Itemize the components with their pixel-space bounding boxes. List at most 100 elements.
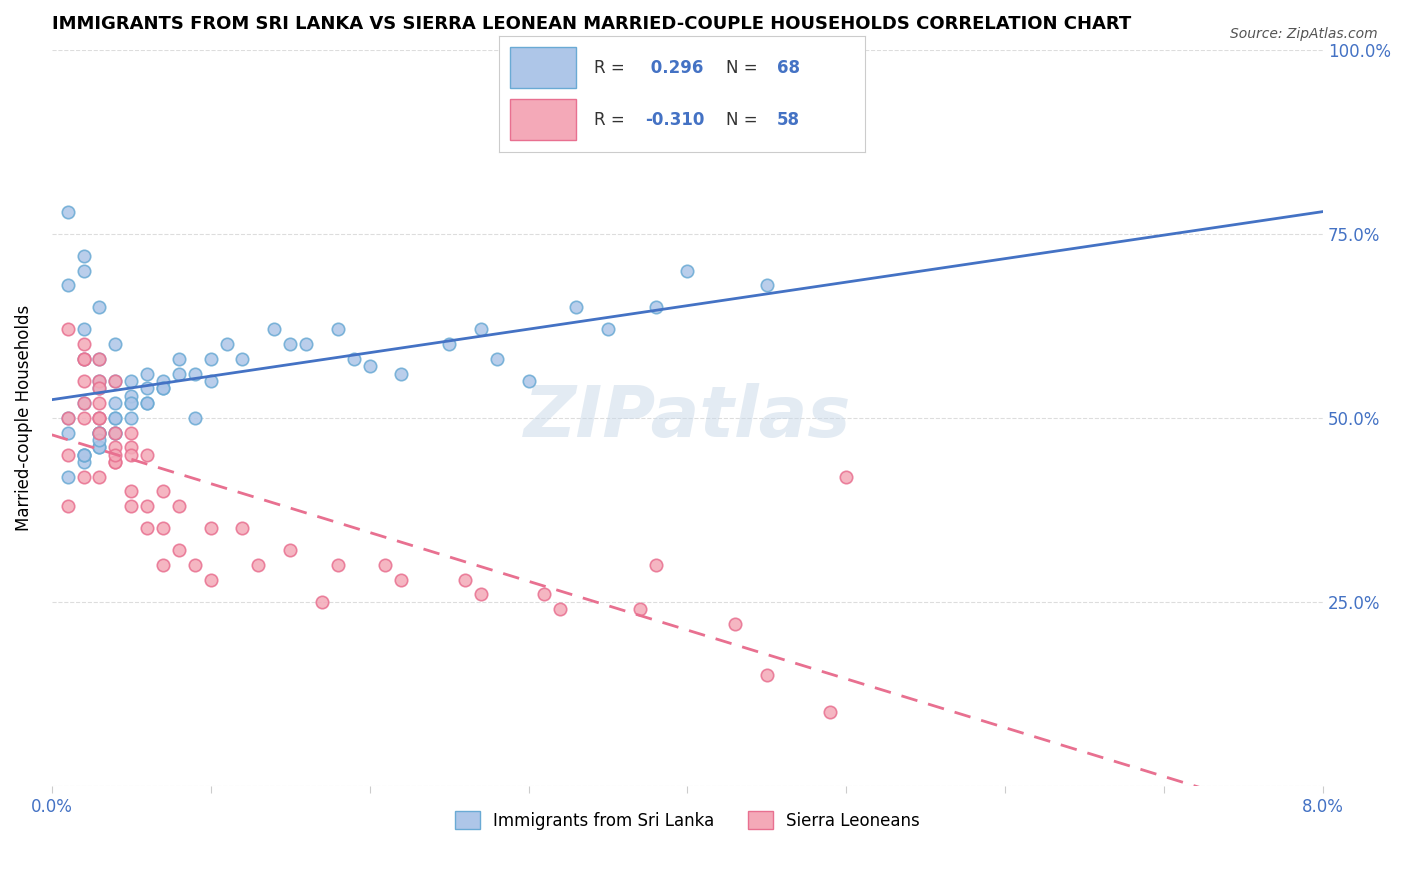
Point <box>89 381 111 395</box>
Text: Source: ZipAtlas.com: Source: ZipAtlas.com <box>1230 27 1378 41</box>
Point <box>136 521 159 535</box>
Point <box>326 558 349 572</box>
Point <box>72 448 94 462</box>
Y-axis label: Married-couple Households: Married-couple Households <box>15 305 32 531</box>
Point <box>136 367 159 381</box>
Point <box>167 499 190 513</box>
Point <box>120 440 142 454</box>
Point <box>72 249 94 263</box>
Point <box>89 396 111 410</box>
Point <box>72 455 94 469</box>
Point <box>200 374 222 388</box>
Point <box>136 381 159 395</box>
Point <box>56 410 79 425</box>
Point <box>454 573 477 587</box>
Point <box>72 374 94 388</box>
Point <box>136 396 159 410</box>
Point <box>120 396 142 410</box>
Point <box>326 322 349 336</box>
Point <box>72 351 94 366</box>
Point <box>676 263 699 277</box>
Point <box>89 374 111 388</box>
Point <box>56 499 79 513</box>
Point <box>56 322 79 336</box>
Point <box>89 410 111 425</box>
Point <box>596 322 619 336</box>
Point <box>263 322 285 336</box>
Point <box>104 440 127 454</box>
Point <box>343 351 366 366</box>
Point <box>359 359 381 374</box>
Point <box>89 469 111 483</box>
Text: N =: N = <box>725 59 762 77</box>
Point <box>72 396 94 410</box>
Point <box>517 374 540 388</box>
Point <box>56 469 79 483</box>
Text: R =: R = <box>595 112 630 129</box>
Point <box>724 616 747 631</box>
Point <box>136 499 159 513</box>
Point <box>136 448 159 462</box>
Text: 0.296: 0.296 <box>645 59 704 77</box>
Point <box>152 381 174 395</box>
Point <box>89 440 111 454</box>
Point <box>89 351 111 366</box>
Point <box>120 448 142 462</box>
Point <box>200 573 222 587</box>
Text: N =: N = <box>725 112 762 129</box>
Point <box>89 425 111 440</box>
Point <box>278 543 301 558</box>
Point <box>104 425 127 440</box>
Point <box>72 469 94 483</box>
Point <box>72 263 94 277</box>
Point <box>820 705 842 719</box>
Point <box>389 367 412 381</box>
Point <box>628 602 651 616</box>
Point <box>72 396 94 410</box>
Point <box>278 337 301 351</box>
Point <box>120 396 142 410</box>
Point <box>56 448 79 462</box>
Point <box>485 351 508 366</box>
Point <box>200 351 222 366</box>
Point <box>565 301 588 315</box>
Point <box>72 410 94 425</box>
Point <box>72 322 94 336</box>
Bar <box>510 47 576 88</box>
Point <box>167 351 190 366</box>
Point <box>755 668 778 682</box>
Point <box>120 499 142 513</box>
Point <box>120 484 142 499</box>
Text: IMMIGRANTS FROM SRI LANKA VS SIERRA LEONEAN MARRIED-COUPLE HOUSEHOLDS CORRELATIO: IMMIGRANTS FROM SRI LANKA VS SIERRA LEON… <box>52 15 1130 33</box>
Point <box>72 448 94 462</box>
Point <box>104 374 127 388</box>
Point <box>72 351 94 366</box>
Point <box>89 351 111 366</box>
Text: ZIPatlas: ZIPatlas <box>524 384 851 452</box>
Point <box>231 351 253 366</box>
Point <box>247 558 270 572</box>
Point <box>104 425 127 440</box>
Point <box>374 558 396 572</box>
Point <box>152 374 174 388</box>
Bar <box>510 99 576 140</box>
Point <box>550 602 572 616</box>
Text: 58: 58 <box>778 112 800 129</box>
Point <box>184 558 207 572</box>
Point <box>89 440 111 454</box>
Point <box>389 573 412 587</box>
Point <box>89 425 111 440</box>
Point <box>136 396 159 410</box>
Point <box>120 389 142 403</box>
Point <box>152 521 174 535</box>
Text: 68: 68 <box>778 59 800 77</box>
Point <box>311 595 333 609</box>
Point <box>104 396 127 410</box>
Point <box>56 410 79 425</box>
Point <box>104 425 127 440</box>
Text: R =: R = <box>595 59 630 77</box>
Point <box>231 521 253 535</box>
Point <box>120 374 142 388</box>
Point <box>104 337 127 351</box>
Point <box>89 410 111 425</box>
